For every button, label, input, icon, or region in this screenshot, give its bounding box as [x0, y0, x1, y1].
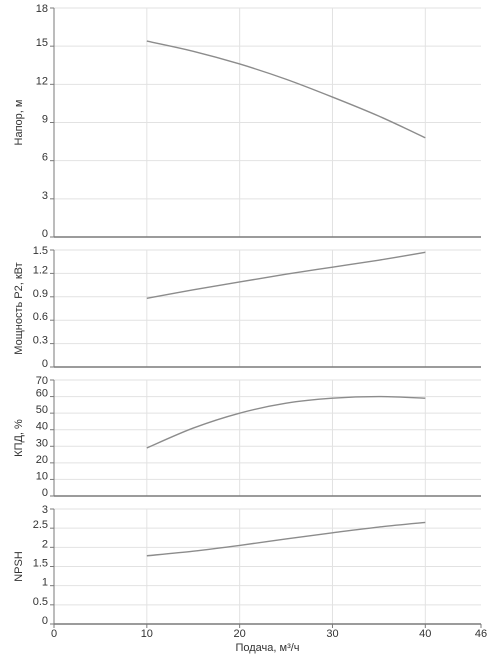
y-tick-label: 9	[42, 114, 48, 126]
y-tick-label: 6	[42, 152, 48, 164]
y-tick-label: 1.5	[33, 558, 48, 570]
y-tick-label: 12	[36, 75, 48, 87]
series-line	[146, 40, 426, 139]
chart-panel-4: 0 0.5 1 1.5 2 2.5 3 NPSH 0 10 20 30 40 46 Подача, м³/ч	[13, 504, 487, 654]
y-tick-label: 40	[36, 421, 48, 433]
y-tick-label: 1.2	[33, 264, 48, 276]
y-tick-label: 60	[36, 388, 48, 400]
y-tick-label: 0	[42, 358, 48, 370]
y-tick-label: 0	[42, 487, 48, 499]
x-tick-label: 46	[475, 628, 487, 640]
y-tick-label: 0.5	[33, 596, 48, 608]
y-tick-label: 18	[36, 3, 48, 15]
series-line	[146, 251, 426, 300]
x-tick-label: 30	[326, 628, 338, 640]
chart-panel-2: 0 0.3 0.6 0.9 1.2 1.5 Мощность P2, кВт	[13, 245, 481, 370]
y-tick-label: 1	[42, 577, 48, 589]
y-tick-label: 3	[42, 190, 48, 202]
y-tick-label: 2.5	[33, 519, 48, 531]
y-tick-label: 50	[36, 404, 48, 416]
y-tick-label: 15	[36, 37, 48, 49]
y-axis-label: NPSH	[13, 551, 25, 582]
series-line	[146, 521, 426, 557]
y-tick-label: 30	[36, 437, 48, 449]
x-tick-label: 0	[51, 628, 57, 640]
series-line	[146, 395, 426, 449]
x-tick-label: 20	[234, 628, 246, 640]
y-tick-label: 1.5	[33, 245, 48, 257]
y-axis-label: КПД, %	[13, 419, 25, 457]
y-tick-label: 10	[36, 470, 48, 482]
x-tick-label: 10	[141, 628, 153, 640]
y-tick-label: 70	[36, 375, 48, 387]
y-tick-label: 3	[42, 504, 48, 516]
y-tick-label: 2	[42, 538, 48, 550]
y-tick-label: 0.3	[33, 335, 48, 347]
y-tick-label: 0	[42, 615, 48, 627]
x-axis-label: Подача, м³/ч	[235, 642, 299, 654]
y-axis-label: Напор, м	[13, 100, 25, 146]
chart-panel-1: 0 3 6 9 12 15 18 Напор, м	[13, 3, 481, 240]
y-tick-label: 0	[42, 228, 48, 240]
y-tick-label: 0.9	[33, 288, 48, 300]
y-axis-label: Мощность P2, кВт	[13, 262, 25, 354]
x-tick-label: 40	[419, 628, 431, 640]
y-tick-label: 20	[36, 454, 48, 466]
y-tick-label: 0.6	[33, 311, 48, 323]
